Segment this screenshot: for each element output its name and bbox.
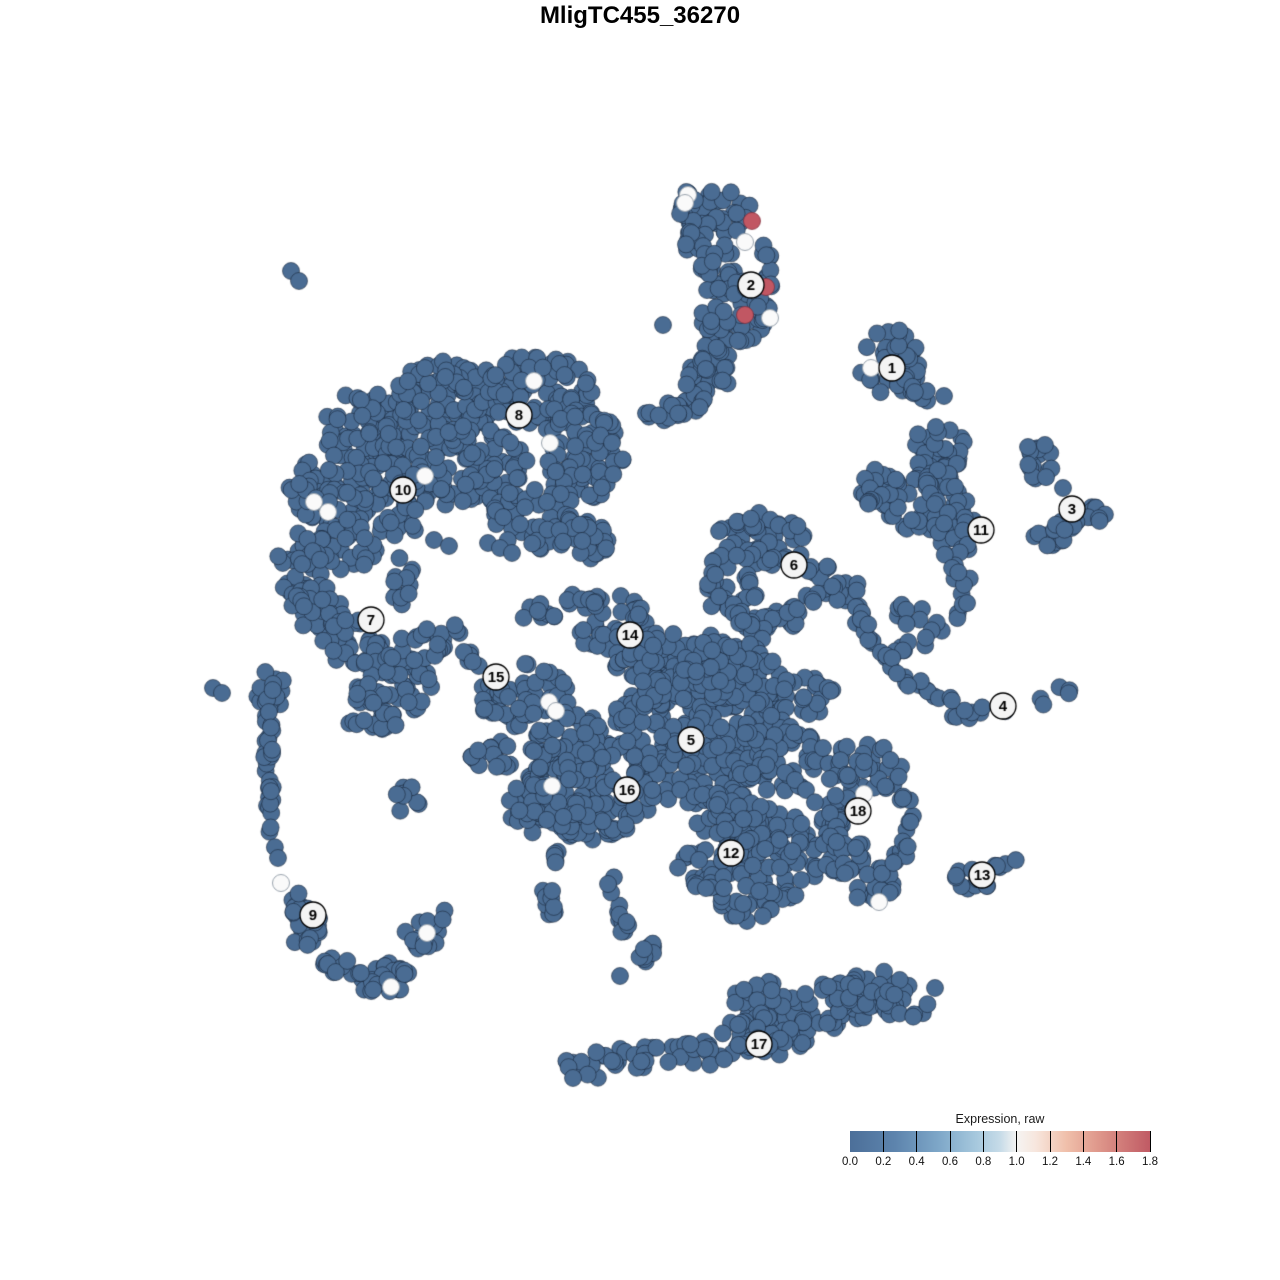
legend-tick-mark	[1149, 1131, 1151, 1152]
legend-tick-mark	[949, 1131, 951, 1152]
legend-tick-label: 0.4	[908, 1156, 925, 1168]
legend-tick-mark	[916, 1131, 918, 1152]
legend-tick-mark	[882, 1131, 884, 1152]
legend-tick-mark	[982, 1131, 984, 1152]
legend-title: Expression, raw	[955, 1112, 1045, 1126]
legend-tick-label: 0.2	[875, 1156, 892, 1168]
legend-tick-mark	[1016, 1131, 1018, 1152]
legend-tick-label: 1.6	[1108, 1156, 1125, 1168]
legend-tick-label: 1.8	[1142, 1156, 1158, 1168]
legend-tick-labels: 0.0 0.2 0.4 0.6 0.8 1.0 1.2 1.4 1.6 1.8	[842, 1156, 1158, 1170]
legend-tick-label: 1.4	[1075, 1156, 1092, 1168]
legend-tick-label: 0.0	[842, 1156, 858, 1168]
legend-tick-mark	[1082, 1131, 1084, 1152]
legend-tick-label: 1.0	[1008, 1156, 1025, 1168]
legend-tick-mark	[1049, 1131, 1051, 1152]
legend-tick-label: 0.6	[942, 1156, 958, 1168]
legend-tick-label: 0.8	[975, 1156, 992, 1168]
legend-colorbar	[850, 1131, 1151, 1152]
legend-tick-mark	[1116, 1131, 1118, 1152]
legend-tick-label: 1.2	[1042, 1156, 1058, 1168]
